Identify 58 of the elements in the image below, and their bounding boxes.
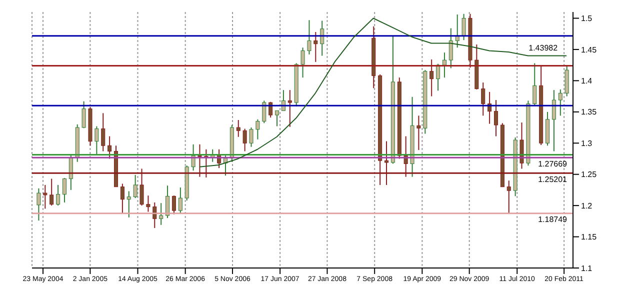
candlestick bbox=[546, 111, 550, 146]
y-tick-label: 1.1 bbox=[581, 264, 593, 273]
candlestick bbox=[126, 190, 131, 218]
ref-line-label: 1.25201 bbox=[538, 174, 568, 184]
candlestick bbox=[133, 174, 138, 199]
candlestick bbox=[506, 180, 511, 214]
candlestick bbox=[249, 127, 254, 148]
line-series bbox=[198, 18, 568, 168]
candlestick bbox=[166, 185, 170, 219]
candlestick bbox=[288, 90, 292, 128]
candlestick bbox=[262, 100, 266, 124]
candlestick bbox=[159, 202, 164, 226]
y-tick-label: 1.5 bbox=[581, 14, 593, 24]
y-tick-label: 1.4 bbox=[581, 76, 593, 86]
candlestick bbox=[62, 178, 66, 203]
candlestick bbox=[146, 195, 150, 212]
candlestick bbox=[564, 64, 569, 97]
y-tick-label: 1.45 bbox=[581, 45, 598, 54]
candlestick bbox=[494, 100, 498, 137]
candlestick bbox=[256, 118, 260, 140]
candlestick bbox=[178, 186, 182, 214]
ref-line-label: 1.18749 bbox=[538, 215, 568, 224]
candlestick bbox=[320, 20, 324, 56]
candlestick bbox=[314, 31, 318, 62]
candlestick bbox=[552, 90, 556, 152]
y-tick-label: 1.25 bbox=[581, 170, 598, 180]
y-tick-label: 1.35 bbox=[581, 108, 598, 117]
candlestick bbox=[307, 20, 312, 55]
annotation: 1.43982 bbox=[528, 44, 558, 53]
candlestick bbox=[108, 136, 112, 160]
candlestick bbox=[442, 52, 446, 78]
candlestick bbox=[242, 128, 247, 152]
candlestick bbox=[120, 183, 124, 214]
candlestick bbox=[43, 184, 48, 210]
candlestick bbox=[275, 110, 280, 127]
candlestick bbox=[300, 47, 305, 78]
candlestick bbox=[56, 184, 60, 206]
y-tick-label: 1.15 bbox=[581, 232, 598, 242]
candlestick bbox=[101, 112, 106, 152]
candlestick bbox=[532, 62, 537, 106]
ref-line-label: 1.27669 bbox=[538, 160, 568, 169]
candlestick bbox=[36, 188, 41, 222]
candlestick bbox=[558, 88, 562, 116]
candlestick bbox=[172, 195, 176, 215]
candlestick bbox=[462, 13, 466, 41]
candlestick bbox=[481, 82, 486, 116]
candlestick bbox=[50, 178, 54, 206]
candlestick bbox=[236, 120, 240, 138]
candlestick bbox=[82, 100, 86, 129]
candlestick bbox=[94, 126, 99, 155]
candlestick bbox=[436, 63, 440, 92]
candlestick bbox=[448, 28, 453, 69]
candlestick bbox=[430, 58, 434, 97]
candlestick bbox=[416, 115, 421, 150]
y-tick-label: 1.2 bbox=[581, 201, 593, 210]
candlestick bbox=[520, 122, 524, 170]
y-tick-label: 1.3 bbox=[581, 138, 593, 148]
candlestick bbox=[191, 144, 196, 172]
